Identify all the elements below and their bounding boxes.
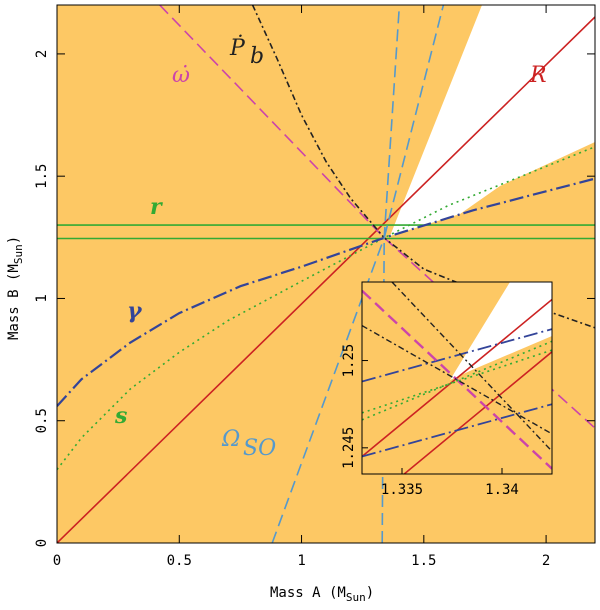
y-axis-title-end: ) [6, 236, 22, 244]
label-omega-so-main: Ω [221, 427, 240, 452]
curve-R [57, 16, 595, 543]
excluded-region [390, 5, 595, 236]
y-tick-label: 1 [34, 294, 50, 302]
label-pb-dot-main: Ṗ [229, 34, 246, 61]
inset-curve-pb2 [391, 282, 552, 452]
inset-y-tick-label: 1.245 [341, 427, 357, 469]
x-axis-title: Mass A (MSun) [270, 585, 374, 604]
zoom-inset: 1.335 1.34 1.245 1.25 [341, 281, 553, 498]
y-tick-label: 0.5 [34, 408, 50, 433]
x-axis-title-sub: Sun [346, 591, 366, 604]
label-pb-dot: Ṗ b [229, 34, 264, 69]
plot-frame [56, 4, 596, 544]
x-axis-title-end: ) [366, 585, 374, 601]
y-axis-title: Mass B (MSun) [6, 236, 25, 340]
curve-Omega_SO [271, 5, 401, 543]
inset-curve-s [362, 340, 552, 421]
y-tick-label: 2 [34, 50, 50, 58]
inset-excluded-region [450, 282, 552, 380]
label-R: R [529, 63, 547, 88]
label-omega-so-sub: SO [243, 436, 276, 461]
label-omega-dot: ω̇ [172, 63, 190, 88]
inset-y-tick-label: 1.25 [341, 344, 357, 378]
label-r: r [150, 194, 163, 220]
x-tick-label: 1.5 [411, 553, 436, 569]
curve-s [57, 146, 595, 471]
inset-curve-gamma2 [362, 403, 552, 458]
label-omega-so: Ω SO [221, 427, 276, 461]
y-tick-label: 0 [34, 539, 50, 547]
inset-curve-pb [362, 324, 552, 435]
curve-gamma [57, 177, 595, 407]
y-axis-title-sub: Sun [12, 244, 25, 264]
label-pb-dot-sub: b [250, 44, 264, 69]
inset-curve-gamma [362, 328, 552, 383]
x-tick-label: 1 [297, 553, 305, 569]
inset-curve-R [362, 298, 552, 458]
y-axis-title-main: Mass B (M [6, 264, 22, 340]
inset-frame [361, 281, 553, 475]
x-tick-label: 0.5 [167, 553, 192, 569]
label-gamma: γ [127, 298, 143, 324]
inset-x-tick-label: 1.34 [485, 482, 519, 498]
x-tick-label: 2 [542, 553, 550, 569]
inset-x-tick-label: 1.335 [381, 482, 423, 498]
x-tick-label: 0 [53, 553, 61, 569]
x-axis-title-main: Mass A (M [270, 585, 346, 601]
label-s: s [114, 403, 127, 429]
y-tick-label: 1.5 [34, 164, 50, 189]
